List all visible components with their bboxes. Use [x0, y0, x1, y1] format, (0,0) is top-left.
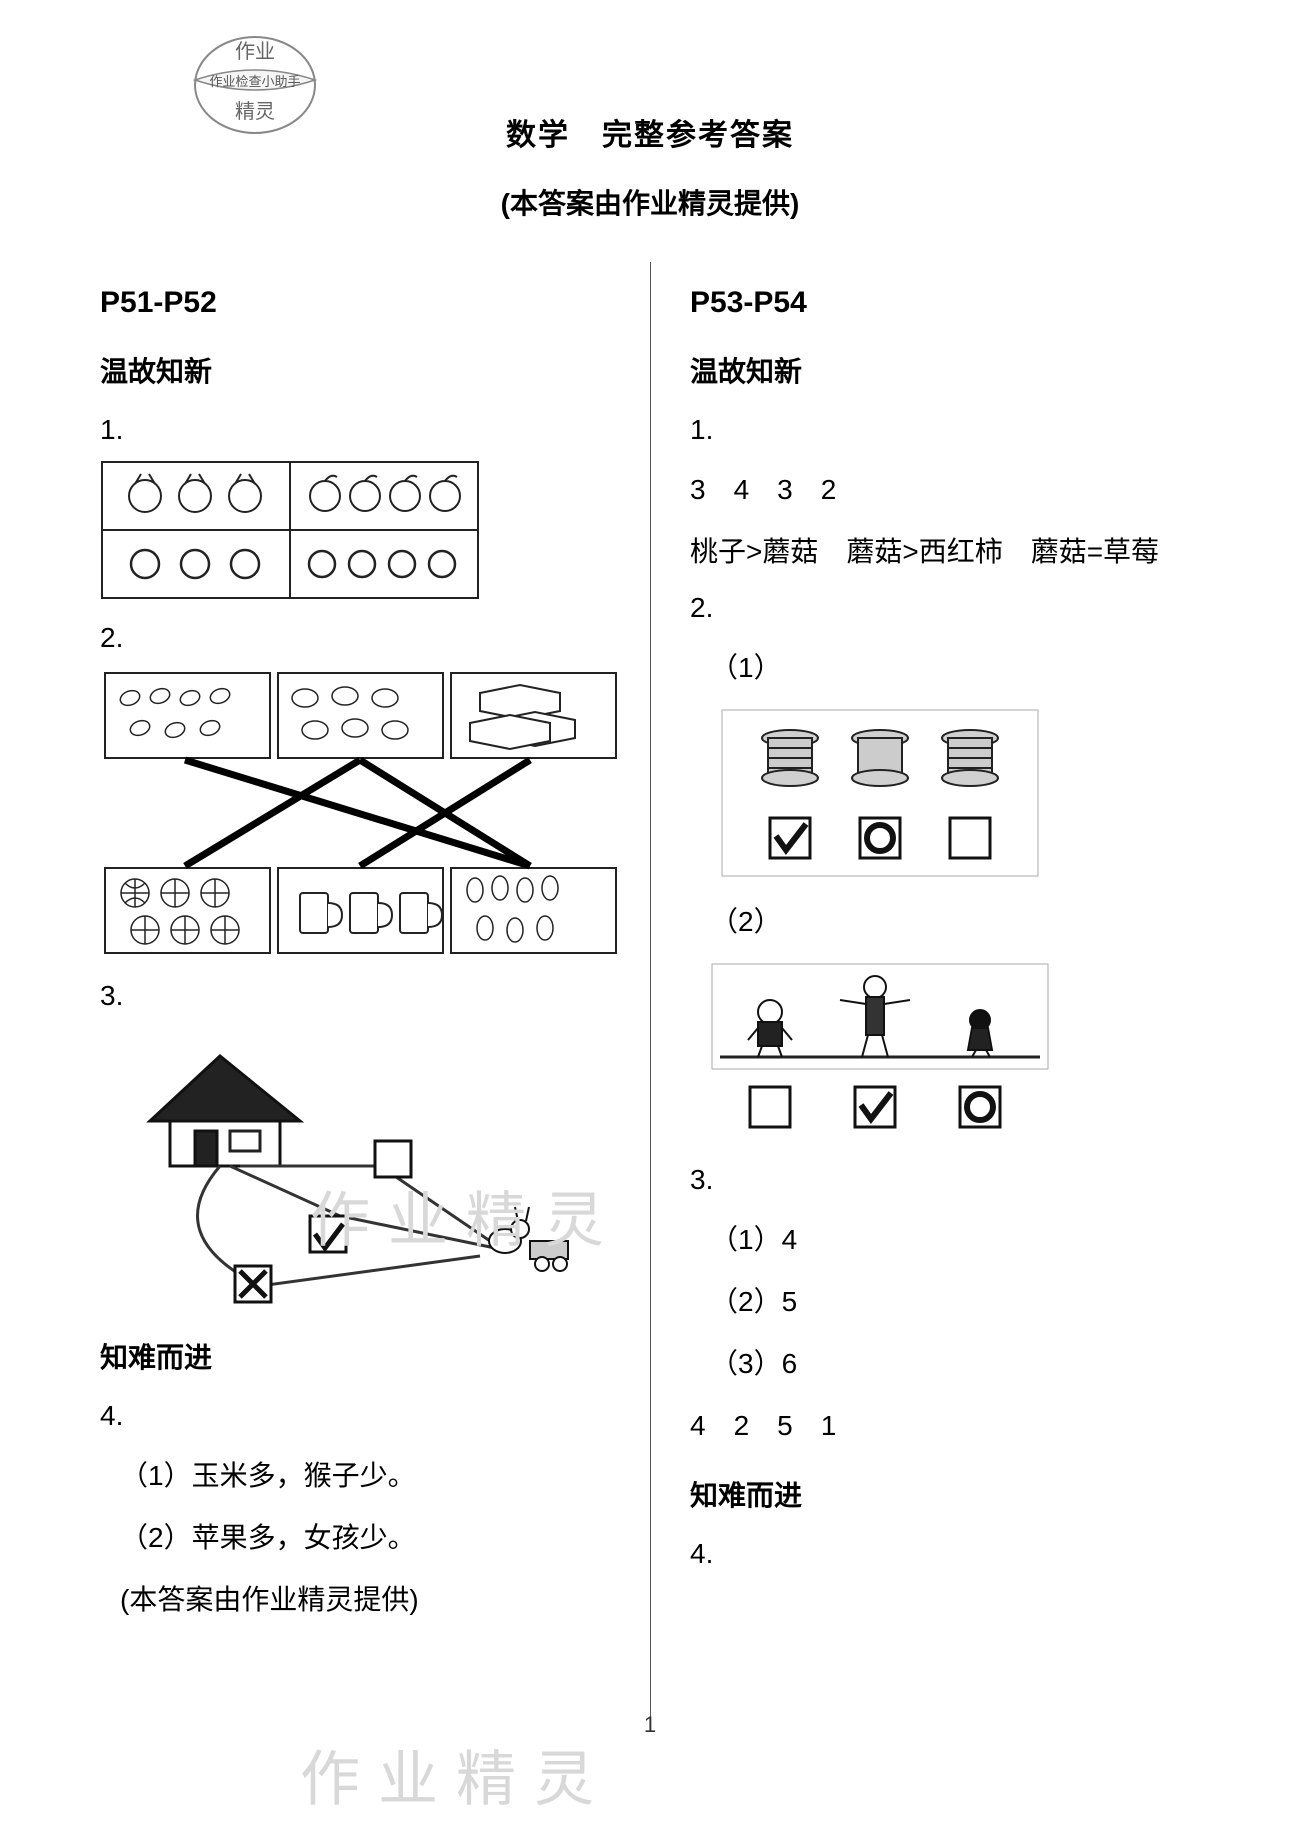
- left-q3-figure: [100, 1026, 620, 1306]
- left-q1-figure: [100, 460, 620, 600]
- left-q2-num: 2.: [100, 622, 620, 654]
- right-q2-num: 2.: [690, 592, 1200, 624]
- right-sub-b: 知难而进: [690, 1474, 1200, 1514]
- left-q4-a2: （2）苹果多，女孩少。: [100, 1516, 620, 1556]
- right-q2-1: （1）: [690, 646, 1200, 686]
- watermark-bottom-icon: 作业精灵: [300, 1731, 612, 1818]
- right-q3-row: 4 2 5 1: [690, 1404, 1200, 1444]
- left-q4-a1: （1）玉米多，猴子少。: [100, 1454, 620, 1494]
- left-column: P51-P52 温故知新 1.: [80, 262, 650, 1722]
- right-column: P53-P54 温故知新 1. 3 4 3 2 桃子>蘑菇 蘑菇>西红柿 蘑菇=…: [650, 262, 1220, 1722]
- stamp-line3: 精灵: [235, 100, 275, 123]
- page-number: 1: [644, 1712, 656, 1738]
- right-q3-1: （1）4: [690, 1218, 1200, 1258]
- stamp-line1: 作业: [235, 40, 275, 63]
- content-columns: P51-P52 温故知新 1.: [80, 262, 1220, 1722]
- right-q2-2: （2）: [690, 900, 1200, 940]
- left-sub-a: 温故知新: [100, 350, 620, 390]
- left-q2-figure: [100, 668, 620, 958]
- right-q3-num: 3.: [690, 1164, 1200, 1196]
- right-q1-numbers: 3 4 3 2: [690, 468, 1200, 508]
- header-subtitle: (本答案由作业精灵提供): [80, 182, 1220, 222]
- right-q1-compare: 桃子>蘑菇 蘑菇>西红柿 蘑菇=草莓: [690, 530, 1200, 570]
- right-q2-1-figure: [690, 708, 1200, 878]
- left-q3-num: 3.: [100, 980, 620, 1012]
- left-q1-num: 1.: [100, 414, 620, 446]
- right-q3-2: （2）5: [690, 1280, 1200, 1320]
- right-sub-a: 温故知新: [690, 350, 1200, 390]
- right-q1-num: 1.: [690, 414, 1200, 446]
- right-q4-num: 4.: [690, 1538, 1200, 1570]
- stamp-logo: 作业 作业检查小助手 精灵: [190, 30, 320, 140]
- right-section-title: P53-P54: [690, 286, 1200, 320]
- left-q4-num: 4.: [100, 1400, 620, 1432]
- right-q2-2-figure: [690, 962, 1200, 1142]
- left-credit: (本答案由作业精灵提供): [100, 1578, 620, 1618]
- stamp-line2: 作业检查小助手: [209, 74, 300, 89]
- left-section-title: P51-P52: [100, 286, 620, 320]
- column-divider: [650, 262, 651, 1722]
- right-q3-3: （3）6: [690, 1342, 1200, 1382]
- answer-key-page: 作业 作业检查小助手 精灵 数学 完整参考答案 (本答案由作业精灵提供) P51…: [0, 0, 1300, 1838]
- left-sub-b: 知难而进: [100, 1336, 620, 1376]
